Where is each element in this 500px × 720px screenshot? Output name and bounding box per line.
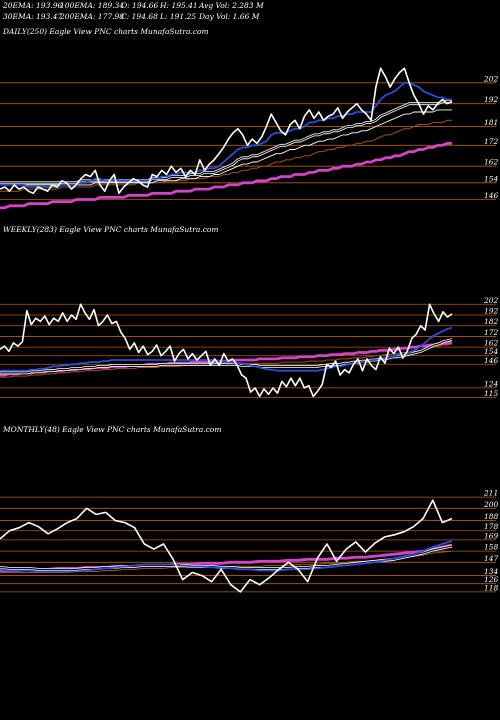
price-tick-label: 115 — [484, 389, 499, 398]
stat-30ema: 30EMA: 193.47 — [3, 12, 62, 21]
series-line-ema-blue-fast — [0, 540, 453, 573]
price-tick-label: 178 — [484, 522, 499, 531]
stat-low: L: 191.25 — [159, 12, 196, 21]
series-line-ema-brown-100 — [0, 119, 452, 192]
stat-high: H: 195.41 — [159, 1, 198, 10]
price-tick-label: 172 — [484, 137, 499, 146]
price-tick-label: 181 — [484, 118, 498, 127]
stat-open: O: 194.66 — [121, 1, 159, 10]
stat-day-vol: Day Vol: 1.66 M — [198, 12, 260, 21]
monthly-panel-caption: MONTHLY(48) Eagle View PNC charts Munafa… — [2, 425, 221, 434]
price-tick-label: 146 — [484, 191, 499, 200]
price-tick-label: 192 — [484, 307, 499, 316]
price-tick-label: 118 — [484, 583, 499, 592]
price-tick-label: 202 — [483, 74, 499, 83]
price-tick-label: 124 — [484, 379, 499, 388]
price-tick-label: 146 — [484, 356, 499, 365]
weekly-panel-caption: WEEKLY(283) Eagle View PNC charts Munafa… — [3, 225, 219, 234]
price-tick-label: 200 — [483, 500, 499, 509]
price-tick-label: 134 — [484, 567, 499, 576]
series-line-price — [0, 67, 453, 195]
price-tick-label: 169 — [484, 531, 499, 540]
price-tick-label: 172 — [484, 328, 499, 337]
header-stats: 20EMA: 193.96 100EMA: 189.34 O: 194.66 H… — [2, 1, 264, 21]
price-tick-label: 202 — [483, 296, 499, 305]
series-line-price — [0, 499, 453, 593]
series-line-ema-pink-200 — [0, 141, 452, 210]
price-tick-label: 162 — [484, 339, 499, 348]
price-tick-label: 192 — [484, 95, 499, 104]
stat-200ema: 200EMA: 177.98 — [59, 12, 124, 21]
series-line-ema-black — [0, 100, 452, 184]
price-tick-label: 154 — [484, 174, 499, 183]
price-tick-label: 154 — [484, 347, 499, 356]
price-tick-label: 162 — [484, 158, 499, 167]
price-tick-label: 188 — [484, 512, 499, 521]
price-tick-label: 182 — [484, 317, 499, 326]
price-tick-label: 158 — [484, 543, 499, 552]
series-line-ema-blue-fast — [0, 327, 453, 372]
stat-100ema: 100EMA: 189.34 — [60, 1, 124, 10]
stat-avg-vol: Avg Vol: 2.283 M — [198, 1, 264, 10]
price-tick-label: 126 — [484, 575, 499, 584]
daily-panel-caption: DAILY(250) Eagle View PNC charts MunafaS… — [2, 27, 209, 36]
daily-chart-panel: 202 192 181 172 162 154 146 — [0, 67, 499, 210]
stat-20ema: 20EMA: 193.96 — [2, 1, 62, 10]
series-line-price — [0, 303, 453, 398]
stat-close: C: 194.68 — [121, 12, 158, 21]
price-tick-label: 147 — [484, 554, 499, 563]
price-tick-label: 211 — [483, 489, 498, 498]
